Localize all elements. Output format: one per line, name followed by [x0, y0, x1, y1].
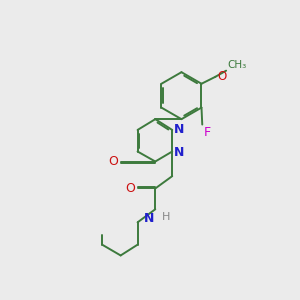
Text: N: N — [144, 212, 154, 225]
Text: O: O — [217, 70, 226, 83]
Text: N: N — [174, 146, 184, 159]
Text: N: N — [174, 123, 184, 136]
Text: O: O — [125, 182, 135, 195]
Text: F: F — [204, 126, 211, 139]
Text: CH₃: CH₃ — [227, 60, 246, 70]
Text: H: H — [162, 212, 171, 222]
Text: O: O — [109, 155, 118, 168]
